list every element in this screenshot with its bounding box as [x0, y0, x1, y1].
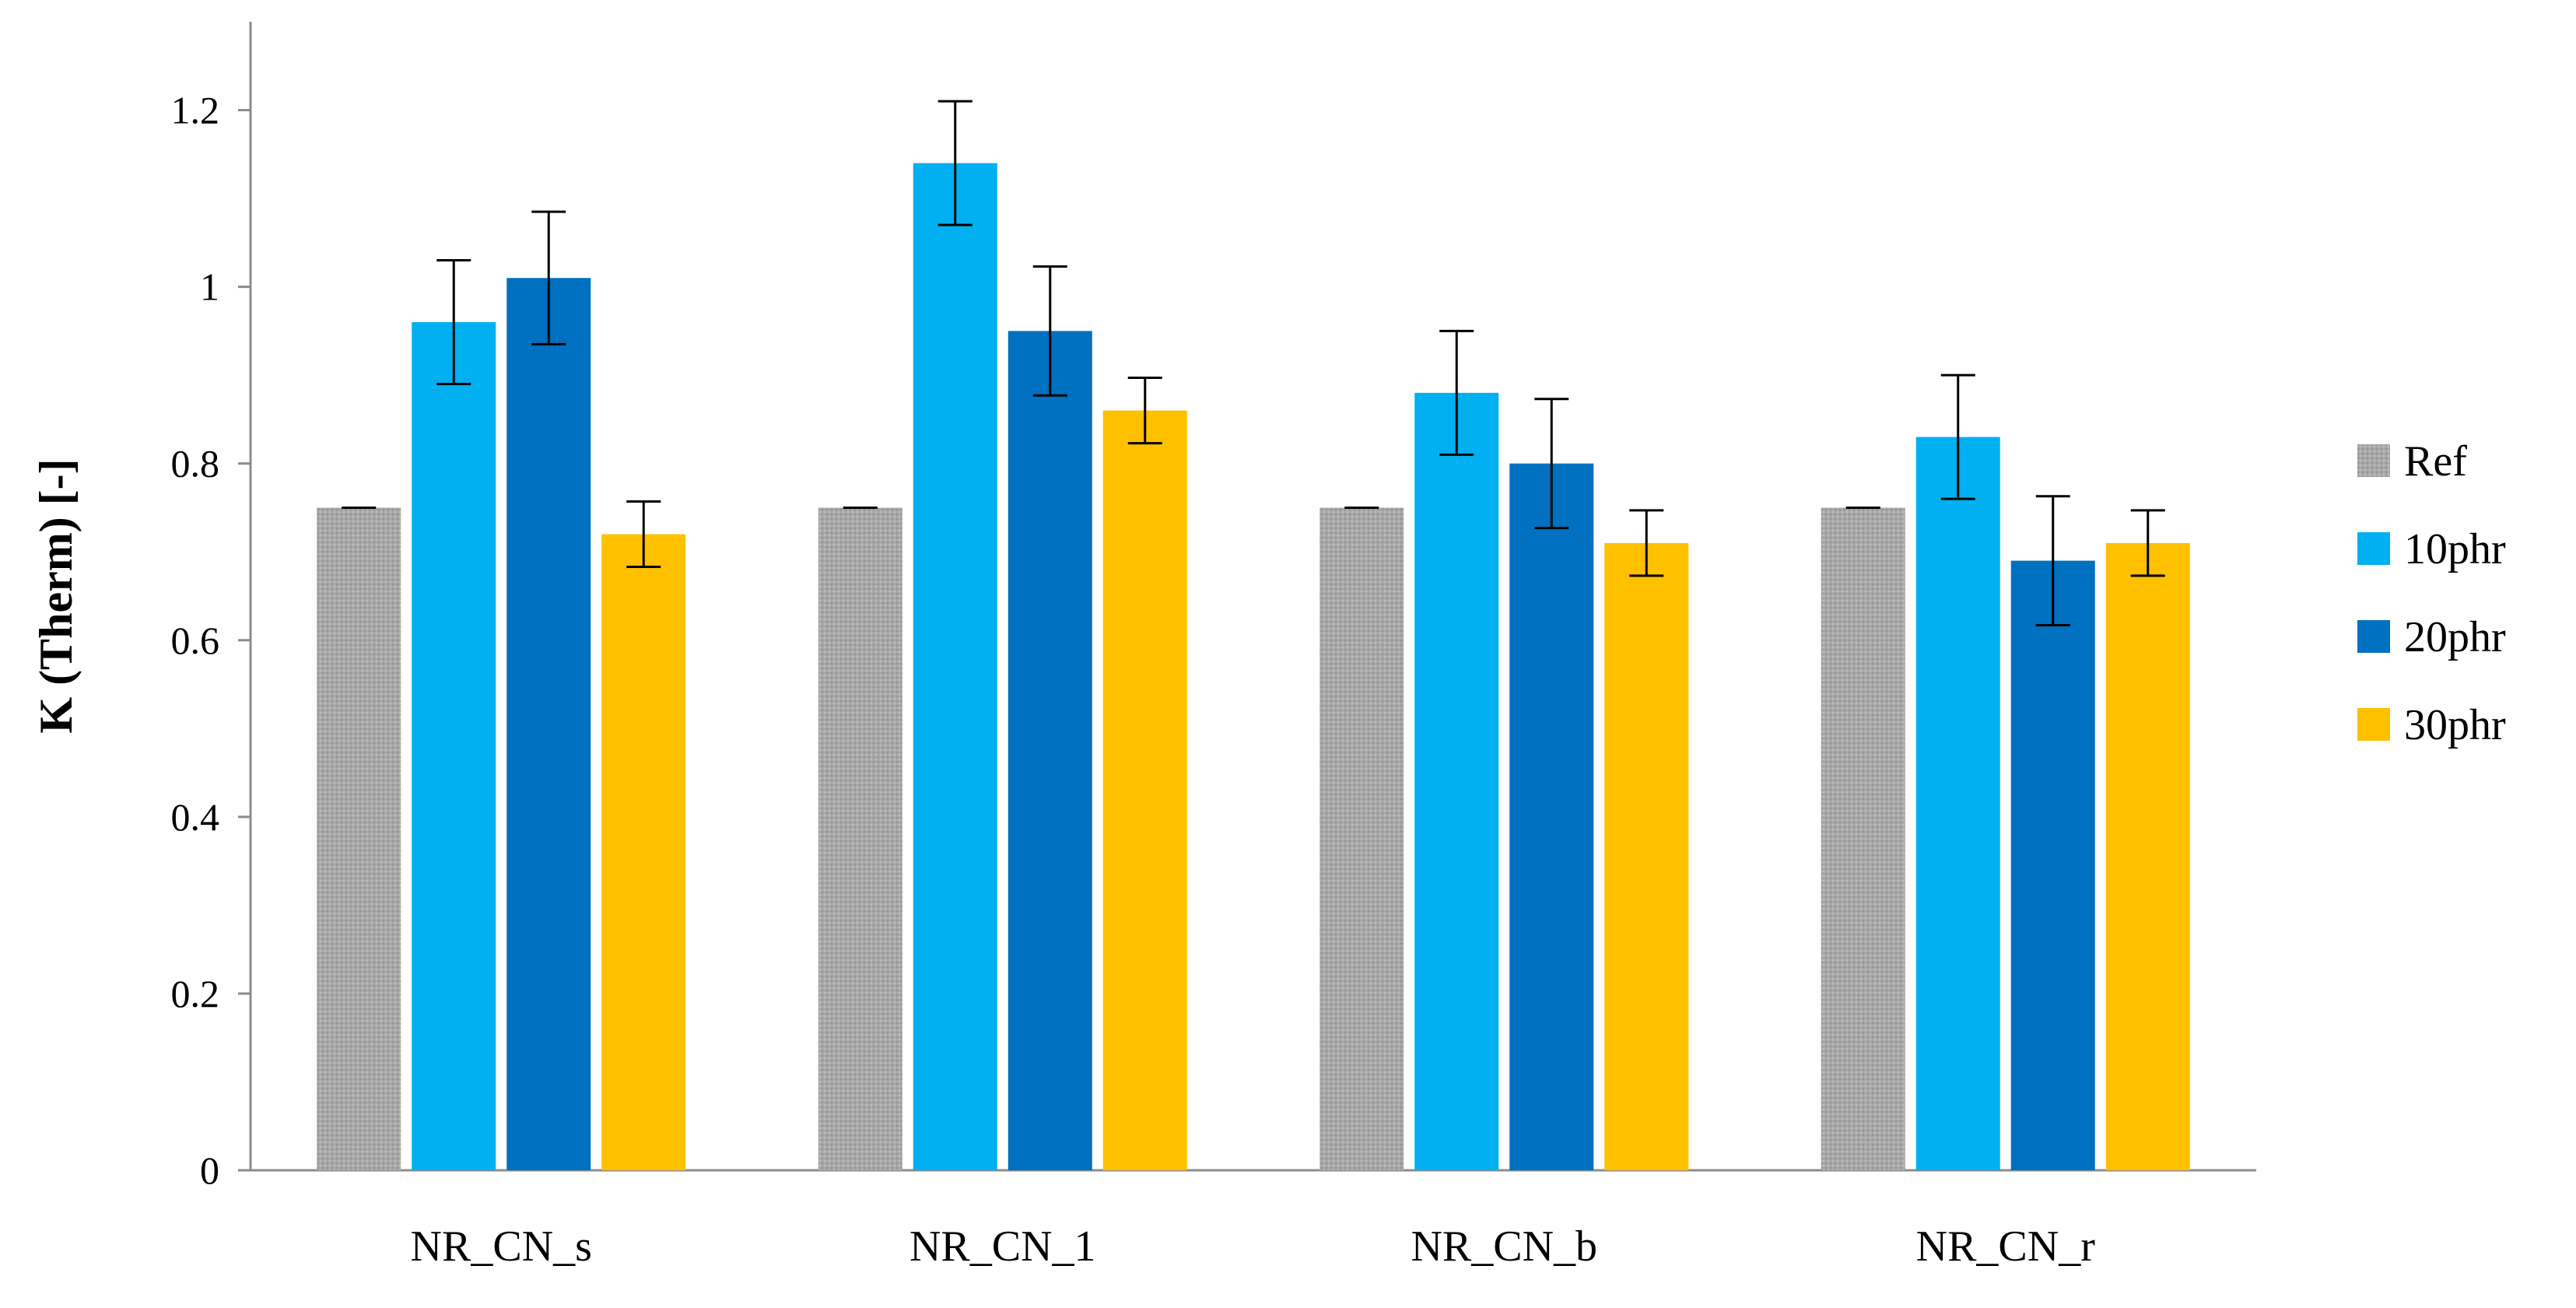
- bar-10phr-nr_cn_r: [1915, 437, 2000, 1170]
- bar-ref-nr_cn_s: [317, 507, 401, 1170]
- bar-20phr-nr_cn_r: [2010, 560, 2095, 1170]
- x-category-label: NR_CN_r: [1916, 1222, 2096, 1271]
- bar-20phr-nr_cn_b: [1509, 463, 1594, 1170]
- bar-20phr-nr_cn_1: [1008, 331, 1092, 1170]
- bar-30phr-nr_cn_1: [1102, 410, 1187, 1170]
- y-tick-label: 0.4: [171, 795, 220, 839]
- y-tick-label: 0.8: [171, 442, 220, 486]
- legend-label-ref: Ref: [2404, 437, 2467, 486]
- y-tick-label: 0.2: [171, 972, 220, 1015]
- legend: Ref 10phr 20phr 30phr: [2357, 437, 2506, 749]
- x-category-label: NR_CN_s: [411, 1222, 592, 1271]
- bar-20phr-nr_cn_s: [506, 278, 591, 1171]
- bars: [317, 163, 2190, 1171]
- bar-10phr-nr_cn_1: [913, 163, 997, 1171]
- bar-ref-nr_cn_1: [818, 507, 902, 1170]
- error-bars: [342, 100, 2165, 626]
- axis-labels: 0 0.2 0.4 0.6 0.8 1 1.2 K (Therm) [-] NR_CN_s NR_…: [30, 89, 2095, 1271]
- bar-30phr-nr_cn_r: [2105, 542, 2190, 1170]
- y-tick-label: 0: [200, 1148, 219, 1192]
- bar-10phr-nr_cn_s: [412, 322, 496, 1170]
- y-axis-title: K (Therm) [-]: [30, 458, 82, 733]
- legend-swatch-20phr: [2357, 620, 2390, 653]
- bar-30phr-nr_cn_b: [1604, 542, 1689, 1170]
- bar-ref-nr_cn_r: [1821, 507, 1905, 1170]
- legend-label-30phr: 30phr: [2404, 701, 2506, 749]
- legend-swatch-ref: [2357, 444, 2390, 477]
- y-tick-label: 1: [200, 265, 219, 309]
- x-category-label: NR_CN_b: [1411, 1222, 1597, 1271]
- legend-swatch-30phr: [2357, 708, 2390, 741]
- y-tick-label: 1.2: [171, 89, 220, 132]
- bar-ref-nr_cn_b: [1320, 507, 1404, 1170]
- legend-label-10phr: 10phr: [2404, 525, 2506, 573]
- bar-30phr-nr_cn_s: [601, 534, 686, 1170]
- legend-swatch-10phr: [2357, 532, 2390, 565]
- legend-label-20phr: 20phr: [2404, 613, 2506, 661]
- x-category-label: NR_CN_1: [909, 1222, 1096, 1271]
- y-tick-label: 0.6: [171, 619, 220, 662]
- bar-10phr-nr_cn_b: [1414, 392, 1499, 1170]
